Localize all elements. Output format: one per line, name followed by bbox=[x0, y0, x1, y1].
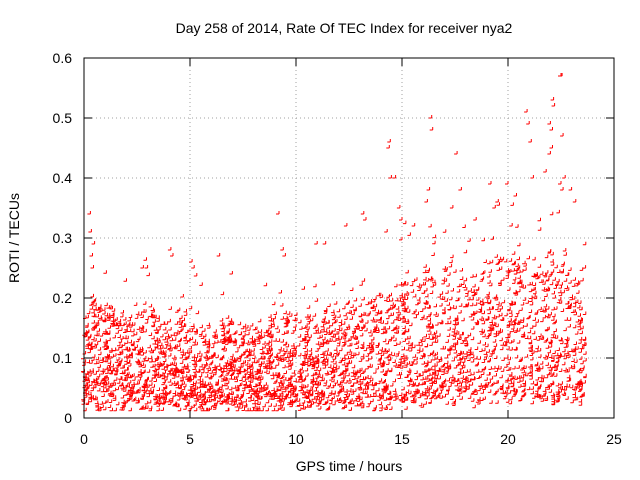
x-tick-label: 20 bbox=[500, 431, 516, 447]
y-tick-label: 0.4 bbox=[53, 170, 73, 186]
scatter-markers bbox=[81, 73, 587, 412]
chart-title: Day 258 of 2014, Rate Of TEC Index for r… bbox=[176, 20, 513, 36]
x-tick-label: 10 bbox=[288, 431, 304, 447]
y-tick-label: 0.2 bbox=[53, 290, 73, 306]
y-tick-label: 0.3 bbox=[53, 230, 73, 246]
x-tick-label: 15 bbox=[394, 431, 410, 447]
y-tick-label: 0.1 bbox=[53, 350, 73, 366]
y-axis-ticks: 0 0.1 0.2 0.3 0.4 0.5 0.6 bbox=[53, 50, 614, 426]
x-axis-ticks: 0 5 10 15 20 25 bbox=[80, 58, 622, 447]
y-tick-label: 0 bbox=[64, 410, 72, 426]
x-tick-label: 25 bbox=[606, 431, 622, 447]
x-tick-label: 0 bbox=[80, 431, 88, 447]
y-tick-label: 0.6 bbox=[53, 50, 73, 66]
y-axis-label: ROTI / TECUs bbox=[6, 193, 22, 283]
data-points bbox=[81, 73, 587, 412]
x-axis-label: GPS time / hours bbox=[296, 458, 403, 474]
y-tick-label: 0.5 bbox=[53, 110, 73, 126]
x-tick-label: 5 bbox=[186, 431, 194, 447]
